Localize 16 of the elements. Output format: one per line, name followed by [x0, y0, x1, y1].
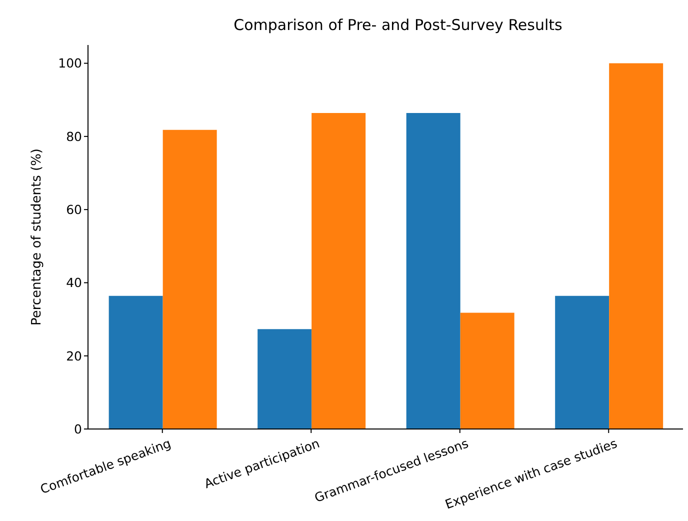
y-tick-label: 100: [58, 56, 82, 71]
bar: [406, 113, 460, 429]
bar: [258, 329, 312, 429]
bar: [108, 296, 163, 429]
bar: [609, 63, 664, 429]
bar: [312, 113, 366, 429]
y-tick-label: 20: [66, 348, 82, 364]
y-tick-label: 40: [66, 275, 82, 290]
bar: [460, 312, 514, 429]
bar: [162, 130, 217, 429]
y-tick-label: 60: [66, 202, 82, 218]
y-tick-label: 80: [66, 128, 82, 144]
bar: [555, 296, 610, 429]
y-axis-title: Percentage of students (%): [30, 148, 45, 326]
y-tick-label: 0: [74, 421, 82, 436]
chart-title: Comparison of Pre- and Post-Survey Results: [232, 16, 564, 34]
